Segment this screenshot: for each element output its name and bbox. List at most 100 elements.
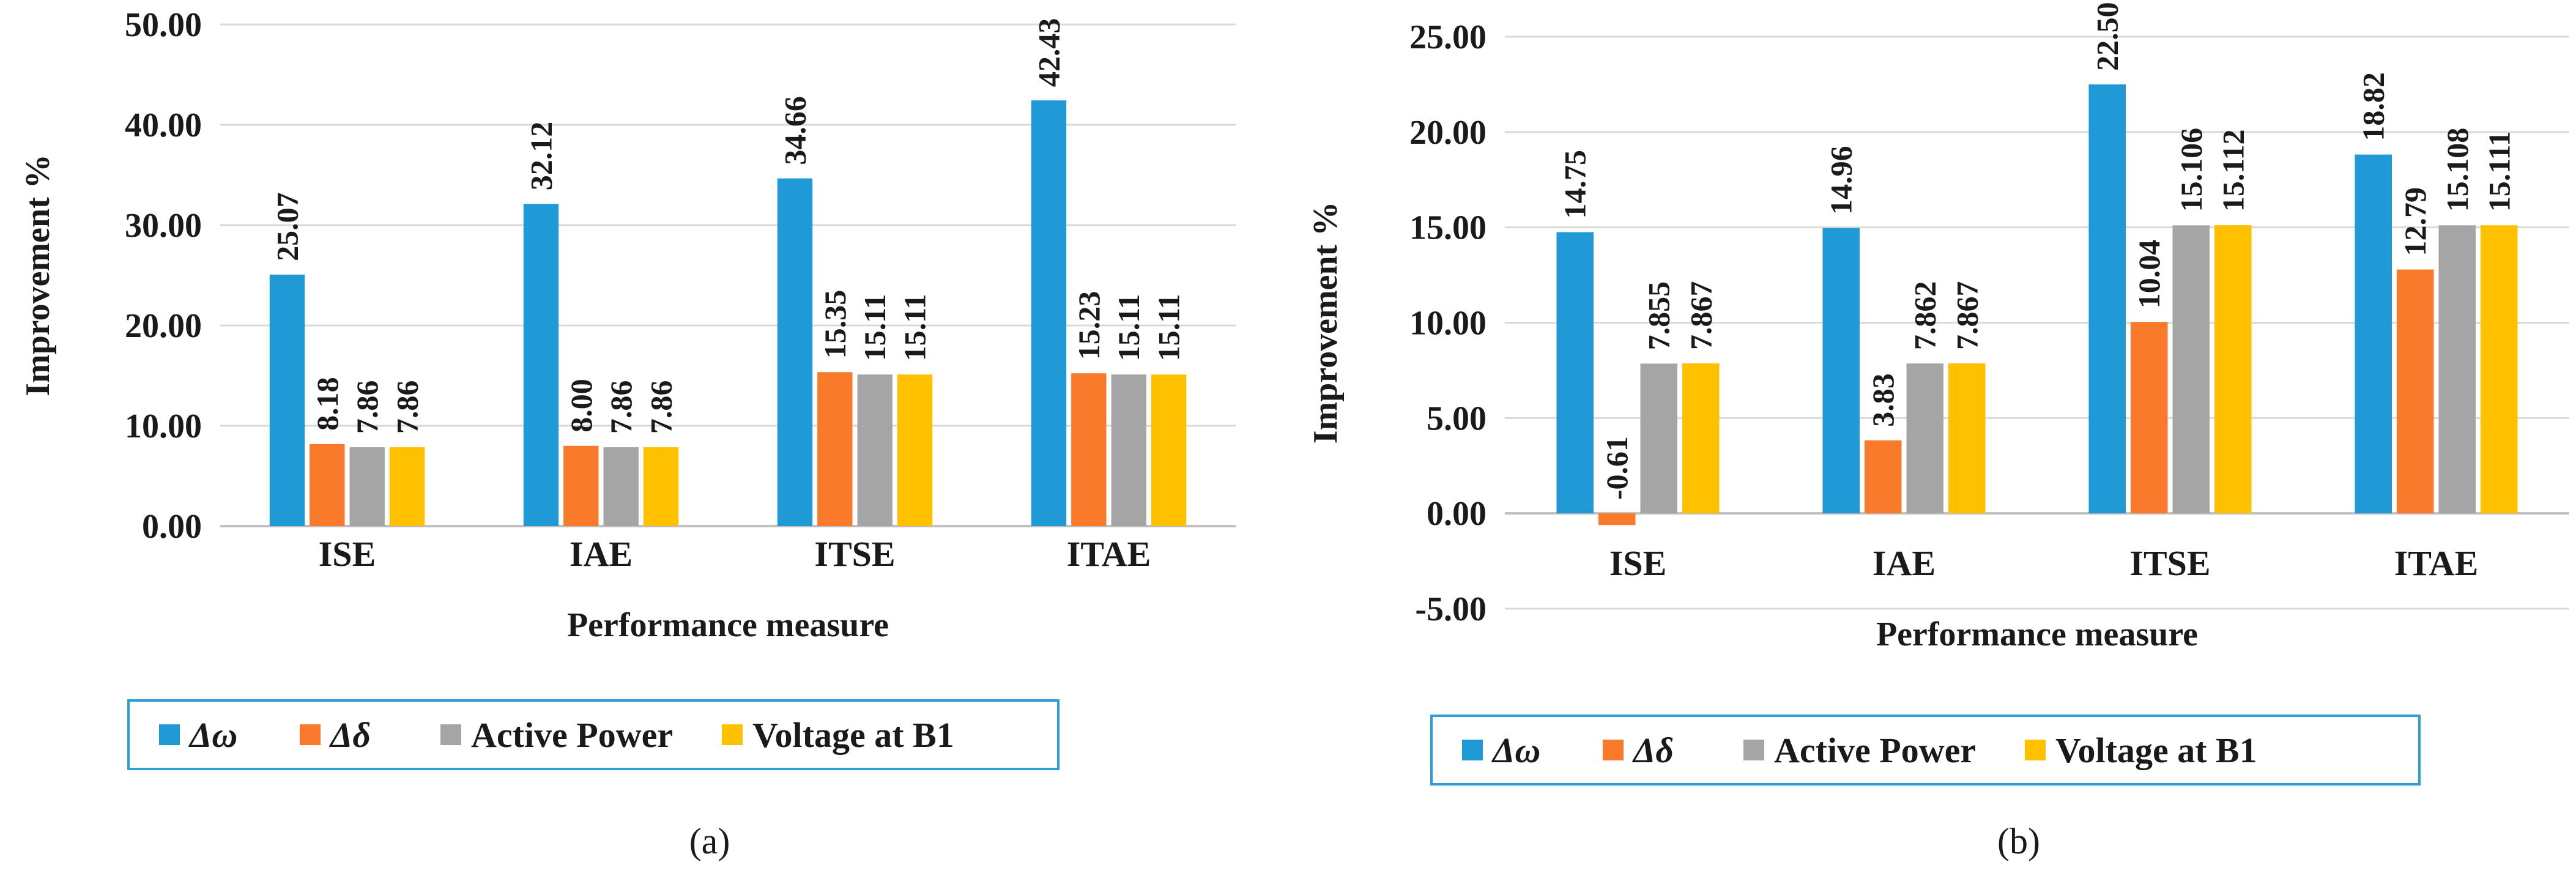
- data-label: 10.04: [2132, 240, 2166, 309]
- bar-iae-dd: [563, 445, 599, 526]
- bar-iae-active-power: [1906, 363, 1944, 514]
- y-tick-label: 40.00: [125, 106, 202, 144]
- bar-itse-dd: [2130, 322, 2168, 514]
- bar-itae-active-power: [1111, 374, 1146, 526]
- y-tick-label: 15.00: [1409, 209, 1487, 247]
- data-label: 12.79: [2398, 187, 2432, 256]
- bar-iae-voltage-b1: [1948, 363, 1986, 514]
- data-label: 14.75: [1558, 150, 1592, 219]
- y-tick-label: 10.00: [125, 407, 202, 445]
- data-label: 15.111: [2482, 131, 2516, 212]
- legend-active-power-swatch: [440, 724, 461, 745]
- data-label: 7.855: [1642, 281, 1676, 351]
- bar-itae-active-power: [2438, 225, 2476, 514]
- legend: Δω Δδ Active Power Voltage at B1: [1430, 715, 2421, 786]
- y-axis-title: Improvement %: [1307, 202, 1345, 444]
- bar-itse-active-power: [857, 374, 893, 526]
- bar-ise-active-power: [1640, 363, 1678, 514]
- data-label: -0.61: [1600, 436, 1634, 500]
- x-category-label: IAE: [570, 534, 633, 574]
- bar-itse-voltage-b1: [897, 374, 933, 526]
- legend-voltage-b1-label: Voltage at B1: [2055, 730, 2257, 770]
- legend-dw-swatch: [159, 724, 180, 745]
- data-label: 7.86: [350, 381, 384, 434]
- data-label: 15.11: [1112, 294, 1146, 361]
- data-label: 14.96: [1824, 146, 1858, 215]
- x-category-label: ISE: [1609, 543, 1667, 583]
- data-label: 8.18: [310, 377, 344, 431]
- bar-itae-voltage-b1: [2481, 225, 2518, 514]
- legend-active-power-label: Active Power: [471, 715, 673, 755]
- data-label: 32.12: [524, 122, 558, 191]
- data-label: 7.86: [604, 381, 638, 434]
- bar-itse-dd: [817, 372, 853, 526]
- bar-itse-active-power: [2172, 225, 2210, 514]
- data-label: 7.867: [1950, 281, 1984, 350]
- data-label: 15.106: [2174, 128, 2208, 212]
- data-label: 3.83: [1866, 373, 1900, 427]
- data-label: 7.862: [1908, 281, 1942, 351]
- x-axis-title: Performance measure: [1876, 615, 2198, 653]
- y-axis-title: Improvement %: [19, 154, 57, 396]
- legend-box: [127, 699, 1060, 770]
- bar-ise-voltage-b1: [389, 447, 425, 526]
- bar-itse-voltage-b1: [2214, 225, 2252, 514]
- legend-box: [1430, 715, 2421, 786]
- bar-itae-voltage-b1: [1151, 374, 1187, 526]
- bar-iae-dw: [523, 204, 559, 526]
- data-label: 7.86: [644, 381, 678, 434]
- y-tick-label: -5.00: [1415, 590, 1487, 628]
- legend-active-power-label: Active Power: [1774, 730, 1976, 770]
- bar-iae-active-power: [603, 447, 639, 526]
- legend-voltage-b1-label: Voltage at B1: [752, 715, 954, 755]
- legend-dw-label: Δω: [188, 715, 237, 755]
- legend-voltage-b1-swatch: [2025, 740, 2046, 760]
- panel-label: (b): [1997, 821, 2040, 861]
- legend-voltage-b1-swatch: [722, 724, 743, 745]
- bar-itae-dw: [2355, 154, 2392, 514]
- legend-dw-swatch: [1462, 740, 1483, 760]
- chart-panel-b: 25.00 20.00 15.00 10.00 5.00 0.00 -5.00 14.75 -0…: [1307, 2, 2569, 861]
- data-label: 34.66: [778, 96, 812, 165]
- y-tick-label: 20.00: [1409, 114, 1487, 152]
- x-category-label: ITSE: [2129, 543, 2210, 583]
- y-tick-label: 20.00: [125, 307, 202, 345]
- x-category-label: ITSE: [814, 534, 895, 574]
- x-category-label: IAE: [1873, 543, 1936, 583]
- data-label: 15.11: [858, 294, 892, 361]
- bar-itae-dd: [2396, 269, 2434, 514]
- bar-iae-voltage-b1: [643, 447, 679, 526]
- bar-itse-dw: [2088, 84, 2126, 514]
- bar-ise-dd: [310, 444, 345, 526]
- legend-dd-label: Δδ: [1632, 730, 1674, 770]
- data-label: 22.50: [2090, 2, 2125, 71]
- legend-dd-label: Δδ: [329, 715, 371, 755]
- bar-itae-dd: [1071, 373, 1107, 526]
- data-label: 15.35: [818, 290, 852, 359]
- data-label: 15.23: [1072, 291, 1106, 360]
- y-tick-label: 50.00: [125, 6, 202, 44]
- y-tick-label: 10.00: [1409, 305, 1487, 343]
- y-tick-label: 25.00: [1409, 18, 1487, 56]
- bar-ise-dd: [1598, 513, 1636, 526]
- y-tick-label: 0.00: [142, 508, 202, 546]
- legend: Δω Δδ Active Power Voltage at B1: [127, 699, 1060, 770]
- bar-iae-dd: [1864, 440, 1902, 514]
- data-label: 42.43: [1031, 18, 1066, 87]
- x-category-label: ITAE: [1067, 534, 1151, 574]
- legend-dw-label: Δω: [1491, 730, 1540, 770]
- bar-ise-dw: [1556, 232, 1594, 514]
- panel-label: (a): [689, 821, 730, 861]
- data-label: 7.867: [1683, 281, 1718, 350]
- y-tick-label: 0.00: [1427, 495, 1487, 533]
- data-label: 15.11: [1152, 294, 1186, 361]
- legend-dd-swatch: [1603, 740, 1624, 760]
- bar-ise-voltage-b1: [1682, 363, 1720, 514]
- data-label: 8.00: [564, 379, 598, 433]
- legend-dd-swatch: [300, 724, 321, 745]
- x-axis-title: Performance measure: [567, 606, 889, 644]
- bar-itae-dw: [1031, 100, 1067, 526]
- bar-iae-dw: [1822, 228, 1860, 514]
